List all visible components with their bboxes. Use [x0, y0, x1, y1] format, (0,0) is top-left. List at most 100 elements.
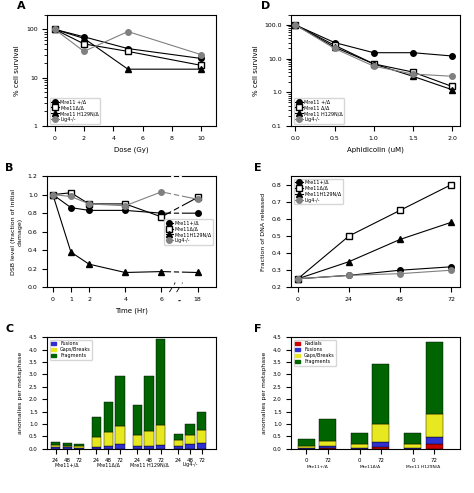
X-axis label: Dose (Gy): Dose (Gy) [114, 146, 149, 153]
Bar [63, 446, 72, 447]
Mre11 +/Δ [371, 50, 376, 56]
Line: Mre11 H129N/Δ: Mre11 H129N/Δ [52, 27, 204, 72]
Mre11+/Δ [448, 264, 454, 270]
Line: Mre11H129N/Δ: Mre11H129N/Δ [50, 192, 201, 275]
Bar [156, 339, 165, 425]
Bar [351, 444, 368, 448]
Bar [145, 377, 154, 431]
Legend: Mre11 +/Δ, Mre11Δ/Δ, Mre11 H129N/Δ, Lig4-/-: Mre11 +/Δ, Mre11Δ/Δ, Mre11 H129N/Δ, Lig4… [50, 98, 100, 124]
Line: Lig4-/-: Lig4-/- [50, 189, 201, 209]
Mre11 Δ/Δ [292, 22, 298, 28]
Bar [115, 425, 125, 444]
Bar [133, 446, 142, 449]
Bar [351, 448, 368, 449]
Bar [426, 342, 443, 414]
Line: Mre11Δ/Δ: Mre11Δ/Δ [295, 182, 454, 282]
Mre11+/Δ [68, 205, 74, 211]
Bar [63, 447, 72, 449]
Mre11Δ/Δ [81, 41, 87, 47]
Bar [319, 419, 336, 441]
Lig4-/- [410, 71, 416, 77]
Bar [145, 431, 154, 446]
Mre11H129N/Δ [50, 192, 55, 198]
Mre11Δ/Δ [125, 48, 131, 54]
Line: Mre11Δ/Δ: Mre11Δ/Δ [50, 190, 201, 220]
Lig4-/- [122, 203, 128, 209]
Bar [156, 425, 165, 445]
Lig4-/- [449, 73, 455, 79]
Mre11H129N/Δ [397, 237, 403, 243]
Mre11 H129N/Δ [81, 35, 87, 41]
Lig4-/- [50, 192, 55, 198]
Bar [426, 444, 443, 449]
Mre11 H129N/Δ [198, 66, 204, 72]
Bar [351, 433, 368, 444]
Bar [373, 364, 390, 423]
Lig4-/- [195, 196, 201, 202]
Mre11+/Δ [397, 267, 403, 273]
Mre11H129N/Δ [346, 259, 352, 265]
Bar [319, 446, 336, 448]
Text: Mre11Δ/Δ: Mre11Δ/Δ [96, 462, 120, 467]
Legend: Fusions, Gaps/Breaks, Fragments: Fusions, Gaps/Breaks, Fragments [50, 340, 92, 360]
Line: Mre11H129N/Δ: Mre11H129N/Δ [295, 219, 454, 282]
Legend: Radials, Fusions, Gaps/Breaks, Fragments: Radials, Fusions, Gaps/Breaks, Fragments [294, 340, 337, 366]
Mre11 +/Δ [292, 22, 298, 28]
Text: C: C [5, 324, 13, 334]
Line: Mre11+/Δ: Mre11+/Δ [50, 192, 201, 216]
Mre11Δ/Δ [195, 194, 201, 200]
Line: Lig4-/-: Lig4-/- [295, 267, 454, 282]
Lig4-/- [448, 267, 454, 273]
Mre11Δ/Δ [68, 190, 74, 196]
Bar [103, 432, 113, 446]
Mre11 Δ/Δ [332, 42, 337, 48]
Lig4-/- [198, 52, 204, 58]
Mre11Δ/Δ [86, 201, 92, 207]
Bar [103, 446, 113, 449]
Mre11 H129N/Δ [292, 22, 298, 28]
Bar [404, 444, 421, 448]
Mre11H129N/Δ [448, 219, 454, 225]
Mre11Δ/Δ [397, 208, 403, 213]
Bar [185, 444, 195, 449]
Bar [373, 447, 390, 449]
Lig4-/- [371, 63, 376, 69]
Mre11Δ/Δ [346, 233, 352, 239]
Bar [173, 446, 183, 449]
Text: D: D [261, 1, 270, 11]
Legend: Mre11 +/Δ, Mre11 Δ/Δ, Mre11 H129N/Δ, Lig4-/-: Mre11 +/Δ, Mre11 Δ/Δ, Mre11 H129N/Δ, Lig… [294, 98, 344, 124]
Bar [319, 441, 336, 446]
Mre11H129N/Δ [159, 269, 164, 275]
Bar [63, 443, 72, 446]
Text: B: B [5, 163, 14, 173]
Mre11Δ/Δ [448, 182, 454, 188]
Bar [197, 443, 206, 449]
Bar [51, 442, 60, 445]
Bar [173, 434, 183, 440]
Mre11Δ/Δ [52, 27, 57, 33]
Bar [426, 437, 443, 444]
Lig4-/- [295, 276, 301, 282]
Mre11Δ/Δ [295, 276, 301, 282]
Mre11 H129N/Δ [125, 66, 131, 72]
Mre11Δ/Δ [198, 63, 204, 69]
X-axis label: Aphidicolin (uM): Aphidicolin (uM) [347, 146, 404, 153]
Lig4-/- [86, 201, 92, 207]
Line: Lig4-/-: Lig4-/- [292, 22, 455, 79]
Mre11 +/Δ [52, 27, 57, 33]
Line: Mre11+/Δ: Mre11+/Δ [295, 264, 454, 282]
Bar [51, 445, 60, 447]
Bar [319, 448, 336, 449]
Mre11Δ/Δ [122, 201, 128, 207]
Bar [404, 448, 421, 449]
Mre11 +/Δ [332, 39, 337, 45]
Y-axis label: DSB level (fraction of initial
damage): DSB level (fraction of initial damage) [11, 189, 22, 275]
Bar [185, 435, 195, 444]
Bar [92, 437, 101, 447]
Bar [404, 433, 421, 444]
Lig4-/- [292, 22, 298, 28]
Mre11 H129N/Δ [371, 61, 376, 67]
Line: Mre11 +/Δ: Mre11 +/Δ [292, 22, 455, 59]
Legend: Mre11+/Δ, Mre11Δ/Δ, Mre11H129N/Δ, Lig4-/-: Mre11+/Δ, Mre11Δ/Δ, Mre11H129N/Δ, Lig4-/… [294, 178, 343, 205]
Lig4-/- [68, 194, 74, 200]
